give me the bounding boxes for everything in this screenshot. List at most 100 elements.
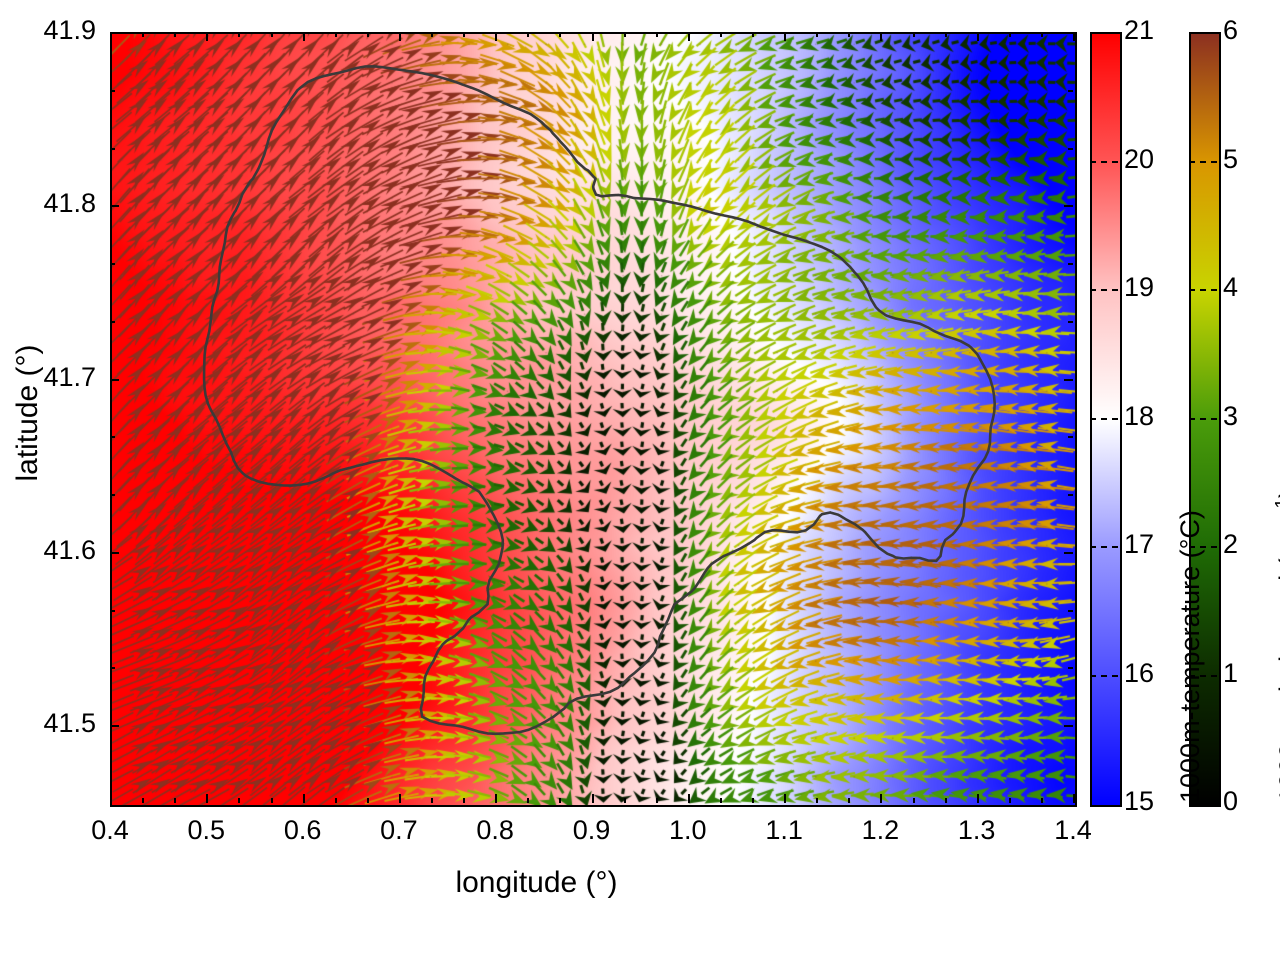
y-tick-label: 41.9 xyxy=(43,15,96,45)
x-tick-mark xyxy=(687,794,690,803)
x-minor-tick xyxy=(752,798,754,803)
x-minor-tick xyxy=(527,32,530,37)
colorbar-tick-mark xyxy=(1189,289,1217,291)
y-tick-mark xyxy=(110,725,119,728)
x-minor-tick xyxy=(912,798,915,803)
colorbar-tick-label: 0 xyxy=(1223,786,1239,816)
x-minor-tick xyxy=(944,798,947,803)
x-tick-label: 0.9 xyxy=(572,815,611,845)
x-minor-tick xyxy=(1008,798,1011,803)
x-tick-mark xyxy=(398,32,401,41)
y-tick-label: 41.6 xyxy=(43,534,96,565)
x-tick-mark xyxy=(976,794,979,803)
y-tick-mark xyxy=(1064,378,1073,381)
x-minor-tick xyxy=(174,798,177,803)
colorbar-tick-label: 3 xyxy=(1223,400,1239,431)
y-minor-tick xyxy=(110,609,115,612)
x-tick-label: 0.7 xyxy=(380,815,418,845)
colorbar-tick-mark xyxy=(1090,417,1118,420)
y-tick-mark xyxy=(1064,32,1073,34)
x-minor-tick xyxy=(431,798,433,803)
x-tick-mark xyxy=(880,32,883,41)
x-tick-mark xyxy=(784,794,787,803)
x-minor-tick xyxy=(142,798,145,803)
x-minor-tick xyxy=(655,798,658,803)
x-minor-tick xyxy=(431,32,433,37)
x-minor-tick xyxy=(912,32,915,37)
y-minor-tick xyxy=(110,494,115,497)
y-minor-tick xyxy=(110,320,115,323)
y-tick-mark xyxy=(1064,551,1073,554)
x-tick-mark xyxy=(1073,32,1075,41)
y-minor-tick xyxy=(110,436,115,439)
y-minor-tick xyxy=(1068,263,1073,265)
x-minor-tick xyxy=(366,798,369,803)
colorbar-tick-mark xyxy=(1189,546,1217,548)
x-tick-mark xyxy=(976,32,979,41)
x-minor-tick xyxy=(816,798,819,803)
colorbar-tick-mark xyxy=(1189,160,1217,163)
x-minor-tick xyxy=(463,798,466,803)
y-minor-tick xyxy=(110,263,115,265)
x-minor-tick xyxy=(848,798,851,803)
y-tick-mark xyxy=(1064,205,1073,208)
colorbar-tick-mark xyxy=(1090,289,1118,291)
x-minor-tick xyxy=(174,32,177,37)
colorbar-tick-mark xyxy=(1090,546,1118,548)
colorbar-tick-label: 17 xyxy=(1124,529,1155,559)
x-tick-mark xyxy=(302,32,305,41)
x-minor-tick xyxy=(655,32,658,37)
y-tick-mark xyxy=(110,378,119,381)
x-tick-mark xyxy=(784,32,787,41)
colorbar-tick-label: 6 xyxy=(1223,15,1239,45)
y-minor-tick xyxy=(1068,667,1073,670)
x-tick-mark xyxy=(495,794,498,803)
y-minor-tick xyxy=(1068,320,1073,323)
x-minor-tick xyxy=(142,32,145,37)
y-tick-mark xyxy=(110,205,119,208)
colorbar-tick-mark xyxy=(1090,674,1118,677)
colorbar-tick-label: 4 xyxy=(1223,272,1239,302)
x-minor-tick xyxy=(1040,32,1043,37)
x-minor-tick xyxy=(463,32,466,37)
x-tick-mark xyxy=(302,794,305,803)
x-minor-tick xyxy=(719,798,722,803)
y-tick-mark xyxy=(110,551,119,554)
x-tick-mark xyxy=(880,794,883,803)
x-tick-label: 1.3 xyxy=(957,815,996,845)
y-tick-label: 41.5 xyxy=(43,708,96,739)
y-minor-tick xyxy=(1068,147,1073,150)
colorbar-tick-label: 21 xyxy=(1124,15,1155,45)
x-tick-mark xyxy=(110,32,112,41)
y-tick-mark xyxy=(1064,725,1073,728)
plot-area[interactable] xyxy=(110,32,1077,807)
x-tick-label: 1.0 xyxy=(669,815,707,845)
x-minor-tick xyxy=(559,32,562,37)
wind-unit-exponent: -1 xyxy=(1272,498,1280,515)
x-tick-label: 0.8 xyxy=(476,815,514,845)
x-minor-tick xyxy=(238,798,241,803)
colorbar-tick-label: 18 xyxy=(1124,400,1155,431)
colorbar-tick-label: 19 xyxy=(1124,272,1155,302)
colorbar-tick-label: 1 xyxy=(1223,657,1239,688)
colorbar-tick-label: 20 xyxy=(1124,143,1155,174)
x-minor-tick xyxy=(1008,32,1011,37)
x-minor-tick xyxy=(238,32,241,37)
y-axis-title: latitude (°) xyxy=(11,344,44,482)
y-minor-tick xyxy=(110,147,115,150)
x-tick-mark xyxy=(591,794,594,803)
y-tick-label: 41.7 xyxy=(43,361,96,392)
colorbar-temperature-title: 1000m-temperature (°C) xyxy=(1175,510,1205,803)
x-minor-tick xyxy=(816,32,819,37)
x-tick-label: 1.4 xyxy=(1054,815,1092,845)
x-tick-label: 1.2 xyxy=(861,815,900,845)
x-minor-tick xyxy=(1040,798,1043,803)
contour-overlay xyxy=(202,65,996,736)
y-minor-tick xyxy=(110,667,115,670)
colorbar-wind-speed-title: 1000m-wind speed (m s-1) xyxy=(1272,489,1280,803)
colorbar-temperature[interactable] xyxy=(1090,32,1122,807)
colorbar-tick-label: 5 xyxy=(1223,143,1239,174)
x-minor-tick xyxy=(334,32,337,37)
x-tick-label: 0.6 xyxy=(283,815,322,845)
